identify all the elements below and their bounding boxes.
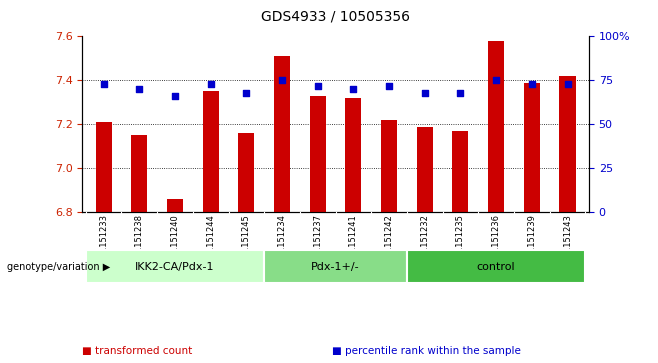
Point xyxy=(491,77,501,83)
Text: GSM1151233: GSM1151233 xyxy=(99,214,108,270)
Text: GSM1151241: GSM1151241 xyxy=(349,214,358,270)
Text: control: control xyxy=(477,262,515,272)
Point xyxy=(526,81,537,87)
Text: ■ percentile rank within the sample: ■ percentile rank within the sample xyxy=(332,346,521,356)
Bar xyxy=(559,76,576,212)
Bar xyxy=(203,91,218,212)
Point xyxy=(562,81,572,87)
Bar xyxy=(488,41,504,212)
Bar xyxy=(524,82,540,212)
Bar xyxy=(274,56,290,212)
Text: Pdx-1+/-: Pdx-1+/- xyxy=(311,262,360,272)
Text: GSM1151245: GSM1151245 xyxy=(242,214,251,270)
Bar xyxy=(132,135,147,212)
Text: GSM1151234: GSM1151234 xyxy=(278,214,287,270)
Bar xyxy=(345,98,361,212)
Bar xyxy=(407,250,586,283)
Point xyxy=(205,81,216,87)
Text: GSM1151236: GSM1151236 xyxy=(492,214,501,270)
Point xyxy=(384,83,394,89)
Text: IKK2-CA/Pdx-1: IKK2-CA/Pdx-1 xyxy=(136,262,215,272)
Text: GSM1151237: GSM1151237 xyxy=(313,214,322,270)
Text: GSM1151240: GSM1151240 xyxy=(170,214,180,270)
Point xyxy=(348,86,359,92)
Point xyxy=(313,83,323,89)
Text: GSM1151242: GSM1151242 xyxy=(384,214,393,270)
Bar xyxy=(238,133,255,212)
Bar xyxy=(167,199,183,212)
Bar xyxy=(265,250,407,283)
Point xyxy=(455,90,466,95)
Text: GSM1151235: GSM1151235 xyxy=(456,214,465,270)
Bar xyxy=(381,120,397,212)
Text: GSM1151239: GSM1151239 xyxy=(527,214,536,270)
Text: GSM1151243: GSM1151243 xyxy=(563,214,572,270)
Text: GDS4933 / 10505356: GDS4933 / 10505356 xyxy=(261,9,410,23)
Point xyxy=(170,93,180,99)
Bar xyxy=(86,250,265,283)
Point xyxy=(134,86,145,92)
Text: genotype/variation ▶: genotype/variation ▶ xyxy=(7,262,110,272)
Point xyxy=(99,81,109,87)
Bar xyxy=(417,127,433,212)
Point xyxy=(277,77,288,83)
Text: GSM1151244: GSM1151244 xyxy=(206,214,215,270)
Point xyxy=(420,90,430,95)
Bar xyxy=(453,131,468,212)
Text: GSM1151232: GSM1151232 xyxy=(420,214,429,270)
Bar xyxy=(95,122,112,212)
Text: ■ transformed count: ■ transformed count xyxy=(82,346,193,356)
Point xyxy=(241,90,251,95)
Bar xyxy=(310,96,326,212)
Text: GSM1151238: GSM1151238 xyxy=(135,214,144,270)
